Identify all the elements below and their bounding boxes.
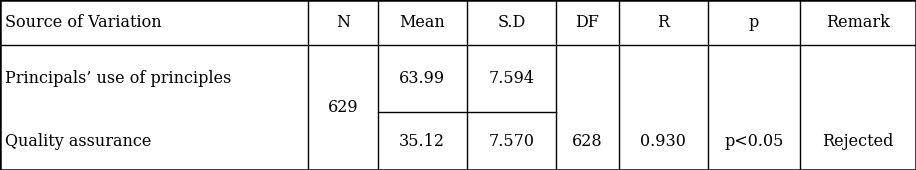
Text: Remark: Remark <box>826 14 889 31</box>
Text: Mean: Mean <box>399 14 445 31</box>
Text: N: N <box>336 14 350 31</box>
Text: Rejected: Rejected <box>823 133 894 150</box>
Text: 7.594: 7.594 <box>488 70 534 87</box>
Text: R: R <box>657 14 670 31</box>
Text: Principals’ use of principles: Principals’ use of principles <box>5 70 232 87</box>
Text: DF: DF <box>575 14 599 31</box>
Text: p: p <box>748 14 759 31</box>
Text: 628: 628 <box>572 133 603 150</box>
Text: 35.12: 35.12 <box>399 133 445 150</box>
Text: 7.570: 7.570 <box>488 133 534 150</box>
Text: 629: 629 <box>327 99 358 116</box>
Text: Quality assurance: Quality assurance <box>5 133 152 150</box>
Text: Source of Variation: Source of Variation <box>5 14 162 31</box>
Text: 63.99: 63.99 <box>399 70 445 87</box>
Text: p<0.05: p<0.05 <box>725 133 783 150</box>
Text: S.D: S.D <box>497 14 526 31</box>
Text: 0.930: 0.930 <box>640 133 686 150</box>
